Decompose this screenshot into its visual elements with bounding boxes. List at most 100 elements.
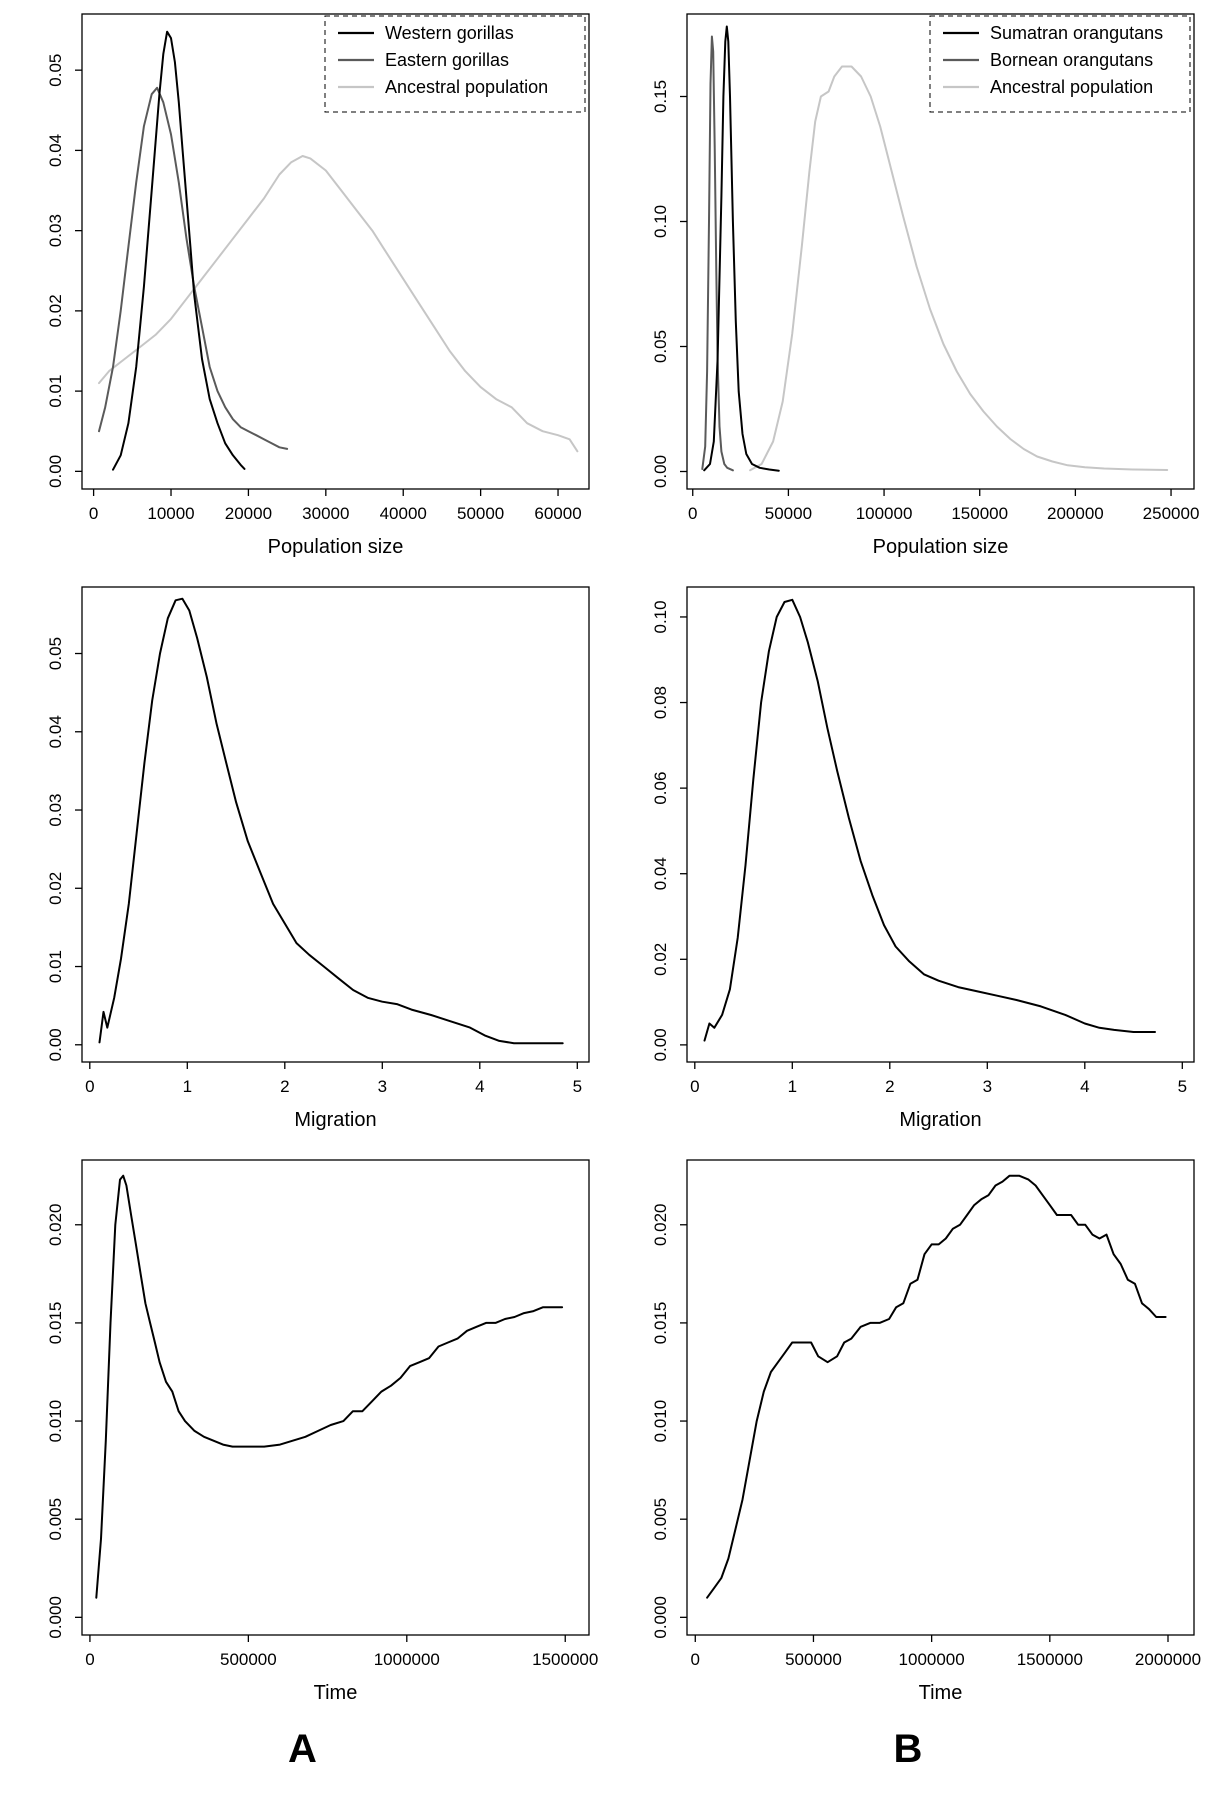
y-tick-label: 0.000 [651,1596,670,1639]
chart-grid: 0 10000 20000 30000 40000 50000 60000 0.00 0.01 0… [0,0,1210,1719]
plot-frame [686,1159,1195,1636]
x-tick-label: 1 [183,1077,192,1096]
x-tick-label: 20000 [225,504,272,523]
y-tick-label: 0.01 [46,950,65,983]
chart-gorillas-migration: 0 1 2 3 4 5 0.00 0.01 0.02 0.03 0.04 0.05 Migration [0,573,605,1146]
x-tick-label: 150000 [951,504,1008,523]
chart-gorillas-population-size: 0 10000 20000 30000 40000 50000 60000 0.00 0.01 0… [0,0,605,573]
y-tick-label: 0.03 [46,214,65,247]
x-tick-label: 4 [475,1077,484,1096]
x-tick-label: 5 [573,1077,582,1096]
x-tick-label: 50000 [765,504,812,523]
x-tick-label: 0 [691,1650,700,1669]
x-tick-label: 5 [1178,1077,1187,1096]
x-tick-label: 1500000 [1017,1650,1083,1669]
y-tick-label: 0.08 [651,686,670,719]
x-axis-title: Migration [899,1109,981,1131]
series-time-posterior [95,1174,564,1599]
x-tick-label: 1000000 [899,1650,965,1669]
x-tick-label: 500000 [220,1650,277,1669]
gorillas-migration-plot: 0 1 2 3 4 5 0.00 0.01 0.02 0.03 0.04 0.05 Migration [46,586,590,1131]
x-axis-title: Population size [873,536,1009,558]
panel-label-b: B [893,1727,923,1771]
x-axis-title: Time [919,1682,963,1704]
series-time-posterior [706,1174,1167,1599]
legend-label: Sumatran orangutans [990,23,1163,43]
chart-orangutans-population-size: 0 50000 100000 150000 200000 250000 0.00 0.05 0.… [605,0,1210,573]
plot-frame [686,13,1195,490]
series-ancestral-population [98,155,579,453]
x-tick-label: 1 [788,1077,797,1096]
gorillas-population-size-plot: 0 10000 20000 30000 40000 50000 60000 0.00 0.01 0… [46,13,590,558]
y-tick-label: 0.00 [651,455,670,488]
x-tick-label: 0 [85,1077,94,1096]
x-tick-label: 500000 [785,1650,842,1669]
y-tick-label: 0.01 [46,375,65,408]
y-tick-label: 0.020 [46,1203,65,1246]
legend-box [929,15,1191,113]
x-axis-title: Migration [294,1109,376,1131]
x-tick-label: 0 [85,1650,94,1669]
legend-label: Ancestral population [990,77,1153,97]
x-tick-label: 250000 [1143,504,1200,523]
plot-frame [81,586,590,1063]
x-tick-label: 10000 [147,504,194,523]
y-tick-label: 0.15 [651,80,670,113]
x-tick-label: 4 [1080,1077,1089,1096]
y-tick-label: 0.04 [46,715,65,748]
y-tick-label: 0.03 [46,793,65,826]
gorillas-time-plot: 0 500000 1000000 1500000 0.000 0.005 0.010 0.01… [46,1159,598,1704]
series-ancestral-population [749,65,1169,472]
y-tick-label: 0.02 [651,943,670,976]
x-tick-label: 3 [378,1077,387,1096]
y-tick-label: 0.005 [651,1498,670,1541]
x-tick-label: 40000 [380,504,427,523]
panel-labels: A B [0,1719,1211,1795]
y-tick-label: 0.00 [651,1028,670,1061]
x-tick-label: 0 [688,504,697,523]
x-tick-label: 100000 [856,504,913,523]
y-tick-label: 0.10 [651,205,670,238]
y-tick-label: 0.05 [46,54,65,87]
chart-gorillas-time: 0 500000 1000000 1500000 0.000 0.005 0.010 0.01… [0,1146,605,1719]
orangutans-population-size-plot: 0 50000 100000 150000 200000 250000 0.00 0.05 0.… [651,13,1200,558]
orangutans-time-plot: 0 500000 1000000 1500000 2000000 0.000 0.005 0.… [651,1159,1201,1704]
series-western-gorillas [112,30,246,471]
x-tick-label: 1500000 [532,1650,598,1669]
x-tick-label: 30000 [302,504,349,523]
x-tick-label: 200000 [1047,504,1104,523]
plot-frame [686,586,1195,1063]
y-tick-label: 0.020 [651,1203,670,1246]
x-tick-label: 60000 [534,504,581,523]
x-tick-label: 0 [89,504,98,523]
y-tick-label: 0.000 [46,1596,65,1639]
series-eastern-gorillas [98,86,289,450]
series-migration-posterior [703,598,1156,1042]
x-tick-label: 2 [280,1077,289,1096]
x-tick-label: 50000 [457,504,504,523]
legend-label: Bornean orangutans [990,50,1153,70]
y-tick-label: 0.04 [46,134,65,167]
orangutans-migration-plot: 0 1 2 3 4 5 0.00 0.02 0.04 0.06 0.08 0.10 Migration [651,586,1195,1131]
panel-label-a: A [288,1727,317,1771]
chart-orangutans-migration: 0 1 2 3 4 5 0.00 0.02 0.04 0.06 0.08 0.10 Migration [605,573,1210,1146]
legend-label: Ancestral population [385,77,548,97]
y-tick-label: 0.05 [46,637,65,670]
x-tick-label: 1000000 [374,1650,440,1669]
x-tick-label: 3 [983,1077,992,1096]
y-tick-label: 0.05 [651,330,670,363]
y-tick-label: 0.00 [46,455,65,488]
y-tick-label: 0.015 [651,1302,670,1345]
y-tick-label: 0.010 [46,1400,65,1443]
legend-label: Eastern gorillas [385,50,509,70]
plot-frame [81,13,590,490]
y-tick-label: 0.005 [46,1498,65,1541]
y-tick-label: 0.010 [651,1400,670,1443]
y-tick-label: 0.10 [651,600,670,633]
legend-label: Western gorillas [385,23,514,43]
y-tick-label: 0.015 [46,1302,65,1345]
y-tick-label: 0.00 [46,1028,65,1061]
y-tick-label: 0.02 [46,872,65,905]
chart-orangutans-time: 0 500000 1000000 1500000 2000000 0.000 0.005 0.… [605,1146,1210,1719]
